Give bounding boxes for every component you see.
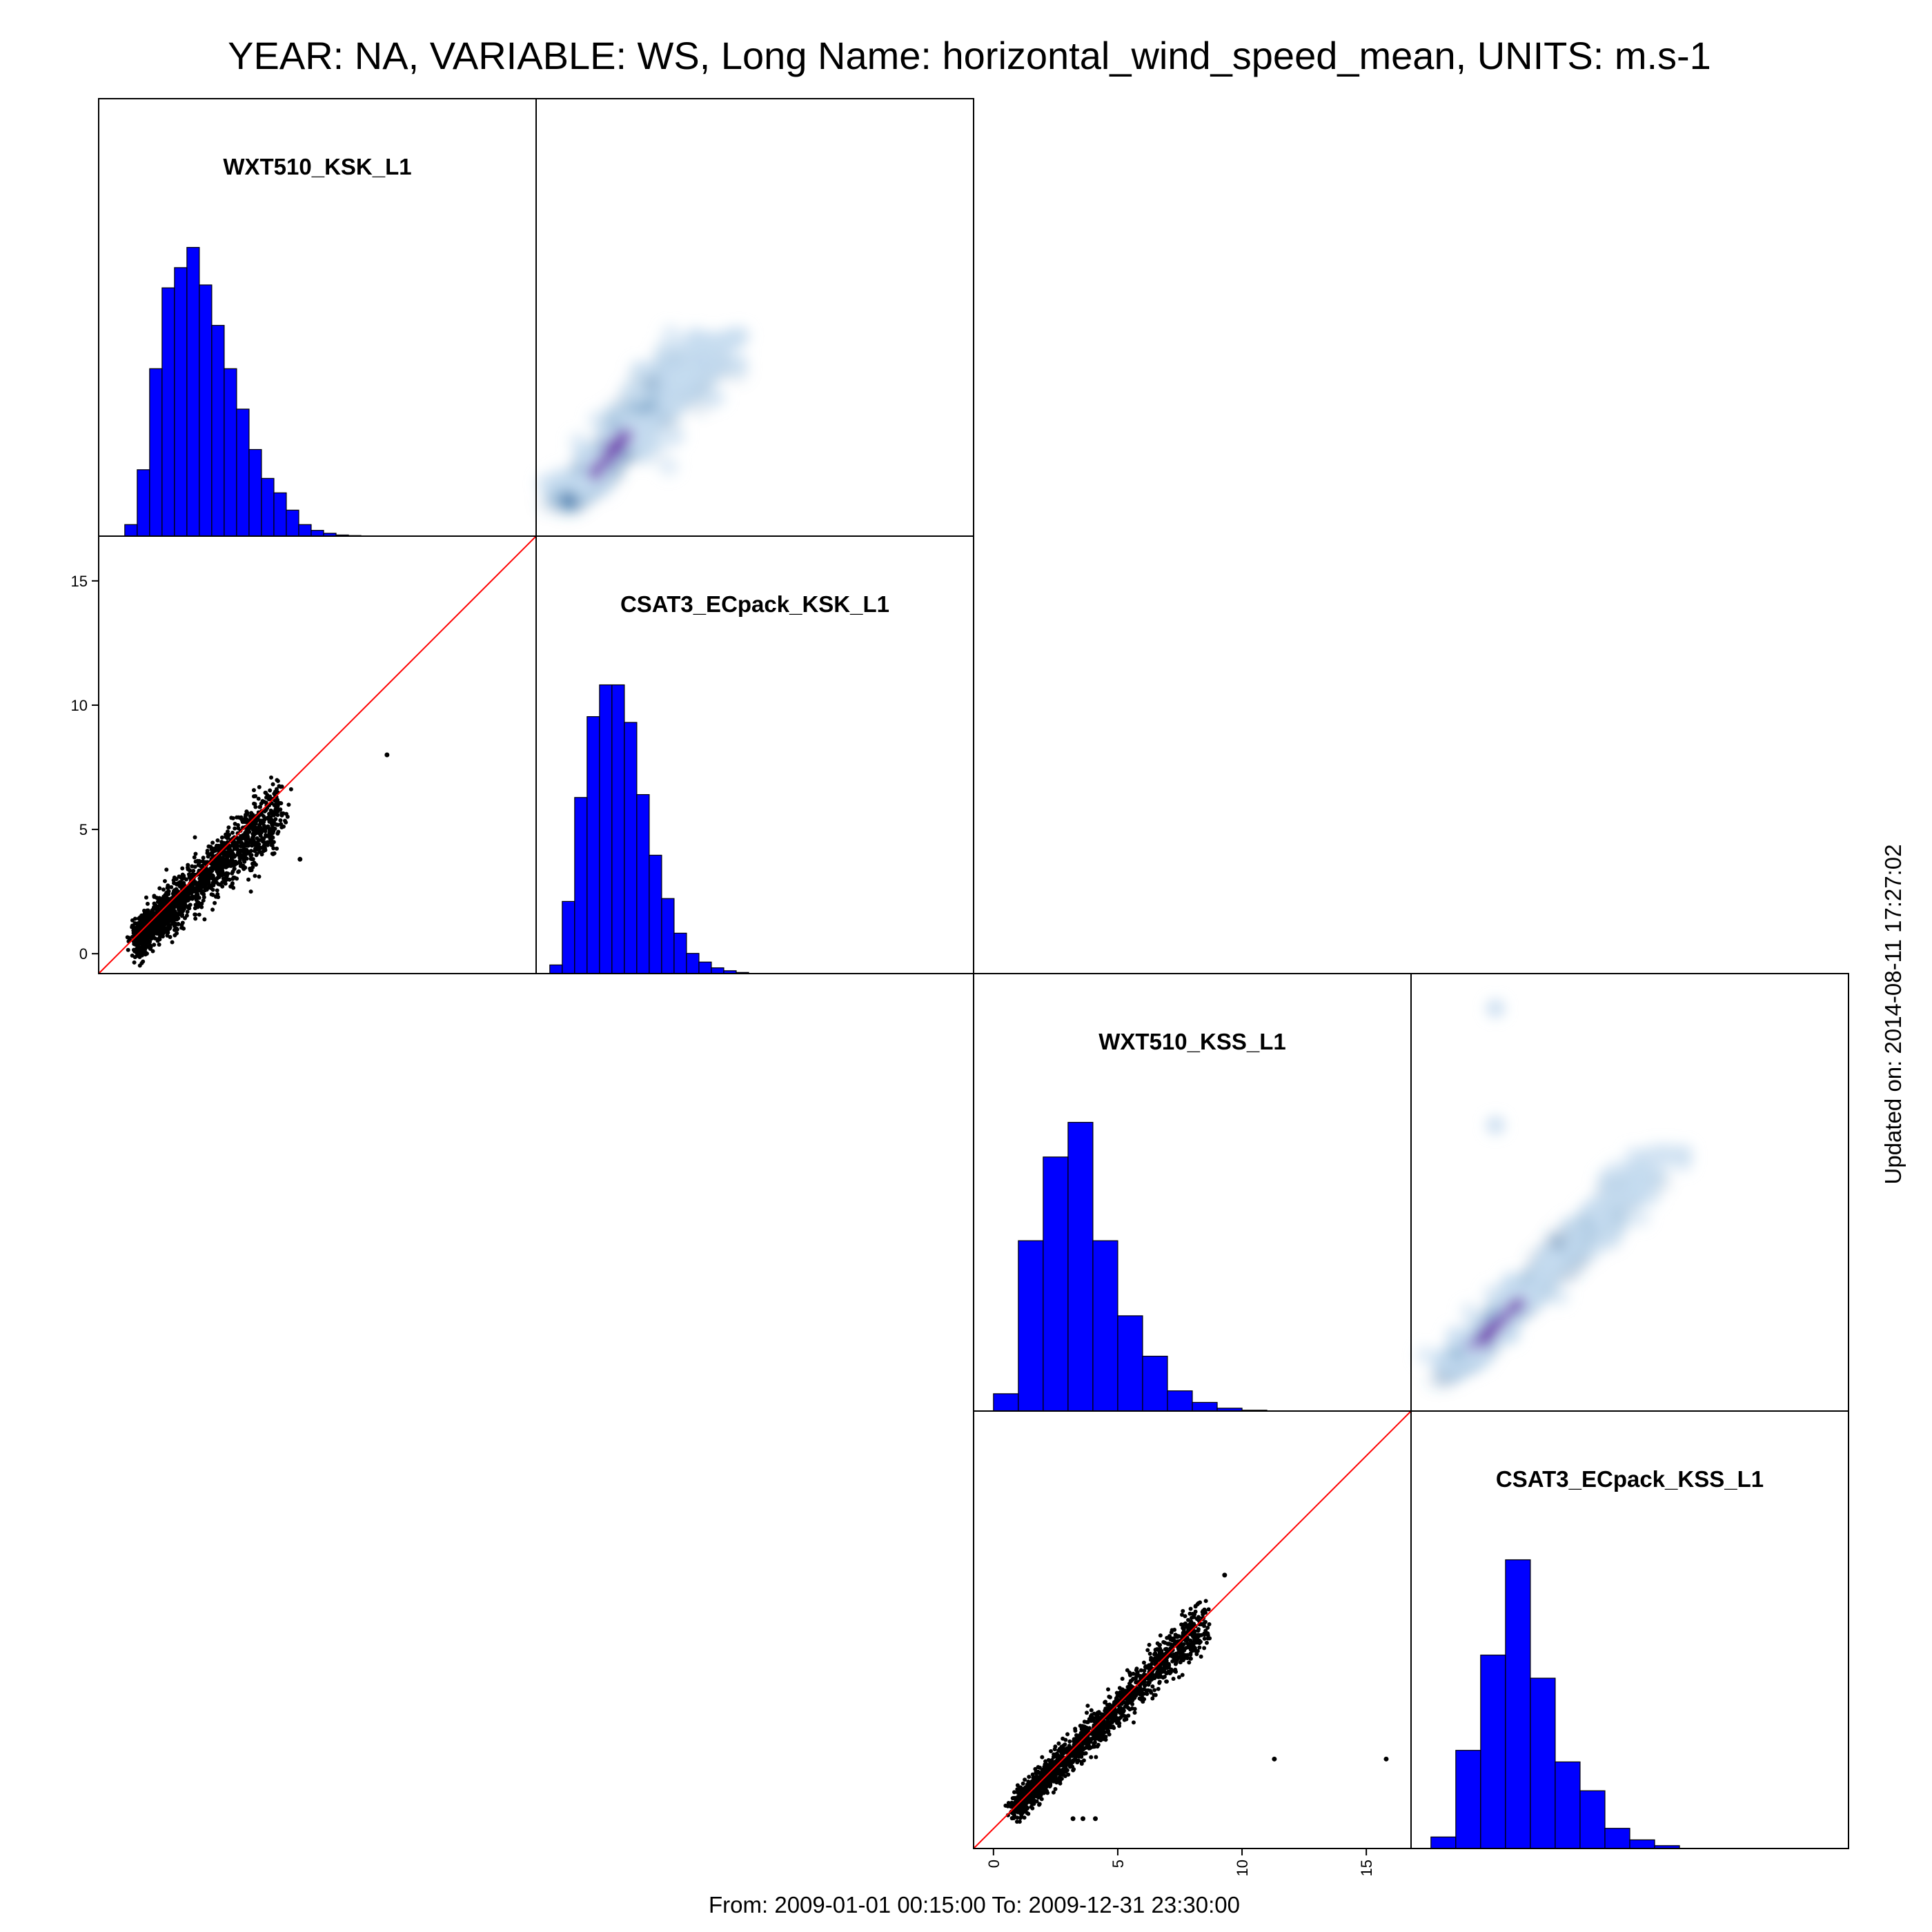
histogram-ksk-2: CSAT3_ECpack_KSK_L1 — [549, 591, 889, 974]
outlier-point — [1081, 1816, 1085, 1822]
histogram-bar — [186, 246, 200, 537]
histogram-bar — [273, 492, 287, 537]
histogram-bar — [549, 964, 563, 974]
histogram-bar — [636, 793, 650, 974]
histogram-bar — [661, 898, 675, 974]
scatter-plot-kss — [973, 1410, 1412, 1849]
panel-label: CSAT3_ECpack_KSK_L1 — [620, 591, 889, 617]
histogram-bar — [1629, 1839, 1655, 1849]
updated-timestamp: Updated on: 2014-08-11 17:27:02 — [1880, 845, 1906, 1185]
histogram-bar — [161, 287, 175, 537]
density-plot-ksk — [535, 324, 751, 519]
histogram-bar — [248, 448, 262, 537]
histogram-bar — [1192, 1401, 1218, 1412]
histogram-bar — [1092, 1240, 1118, 1412]
y-tick-label: 0 — [79, 945, 88, 963]
histogram-ksk-1: WXT510_KSK_L1 — [124, 154, 412, 537]
histogram-bar — [1142, 1355, 1168, 1412]
histogram-bar — [1480, 1655, 1506, 1849]
histogram-bar — [149, 368, 163, 537]
histogram-bar — [310, 530, 324, 537]
histogram-bar — [199, 284, 213, 537]
histogram-bar — [1455, 1750, 1481, 1849]
outlier-point — [1070, 1816, 1076, 1822]
histogram-bar — [562, 900, 575, 974]
histogram-bar — [574, 797, 588, 974]
histogram-bar — [673, 932, 687, 974]
outlier-point — [1093, 1816, 1098, 1822]
outlier-point — [1222, 1573, 1228, 1578]
panel-label: CSAT3_ECpack_KSS_L1 — [1496, 1466, 1764, 1492]
panel-frame — [535, 535, 974, 974]
y-axis-ticks: 0 5 10 15 — [71, 573, 99, 963]
outlier-point — [1272, 1756, 1277, 1762]
histogram-bar — [711, 967, 724, 974]
x-tick-label: 5 — [1110, 1860, 1127, 1868]
histogram-bar — [1167, 1390, 1193, 1412]
y-tick-label: 5 — [79, 821, 88, 838]
histogram-bar — [698, 961, 712, 974]
scatter-plot-ksk — [98, 535, 537, 974]
histogram-bar — [211, 324, 225, 537]
histogram-bar — [624, 722, 638, 974]
outlier-point — [297, 856, 303, 862]
histogram-bar — [611, 684, 625, 974]
panel-label: WXT510_KSS_L1 — [1098, 1029, 1285, 1054]
density-plot-kss — [1414, 998, 1695, 1392]
histogram-bar — [261, 477, 275, 537]
x-tick-label: 10 — [1234, 1860, 1251, 1876]
x-tick-label: 0 — [985, 1860, 1003, 1868]
histogram-bar — [1117, 1315, 1143, 1412]
histogram-bar — [1067, 1121, 1094, 1412]
histogram-bar — [286, 509, 299, 537]
histogram-bar — [137, 469, 150, 537]
panel-frame — [1410, 1410, 1849, 1849]
histogram-kss-2: CSAT3_ECpack_KSS_L1 — [1430, 1466, 1764, 1849]
histogram-bar — [649, 854, 662, 974]
histogram-bar — [586, 716, 600, 974]
histogram-bar — [1604, 1828, 1630, 1849]
histogram-bar — [174, 267, 188, 537]
x-tick-label: 15 — [1358, 1860, 1375, 1876]
histogram-bar — [298, 524, 312, 537]
histogram-bar — [993, 1393, 1019, 1412]
y-tick-label: 10 — [71, 697, 88, 714]
chart-title: YEAR: NA, VARIABLE: WS, Long Name: horiz… — [228, 34, 1711, 77]
date-range-footer: From: 2009-01-01 00:15:00 To: 2009-12-31… — [709, 1892, 1240, 1918]
y-tick-label: 15 — [71, 573, 88, 590]
histogram-kss-1: WXT510_KSS_L1 — [993, 1029, 1286, 1412]
identity-line — [98, 535, 537, 974]
histogram-bar — [236, 408, 250, 537]
histogram-bar — [599, 684, 613, 974]
x-axis-ticks: 0 5 10 15 — [985, 1849, 1375, 1876]
histogram-bar — [1430, 1836, 1457, 1849]
histogram-bar — [1579, 1790, 1606, 1849]
histogram-bar — [1530, 1677, 1556, 1849]
identity-line — [973, 1410, 1412, 1849]
histogram-bar — [1018, 1240, 1044, 1412]
histogram-bar — [1043, 1156, 1069, 1412]
histogram-bar — [686, 953, 700, 974]
outlier-point — [1383, 1756, 1389, 1762]
outlier-point — [384, 752, 390, 758]
panel-label: WXT510_KSK_L1 — [223, 154, 411, 179]
histogram-bar — [124, 524, 138, 537]
histogram-bar — [224, 368, 237, 537]
histogram-bar — [1505, 1559, 1531, 1849]
histogram-bar — [1555, 1761, 1581, 1849]
